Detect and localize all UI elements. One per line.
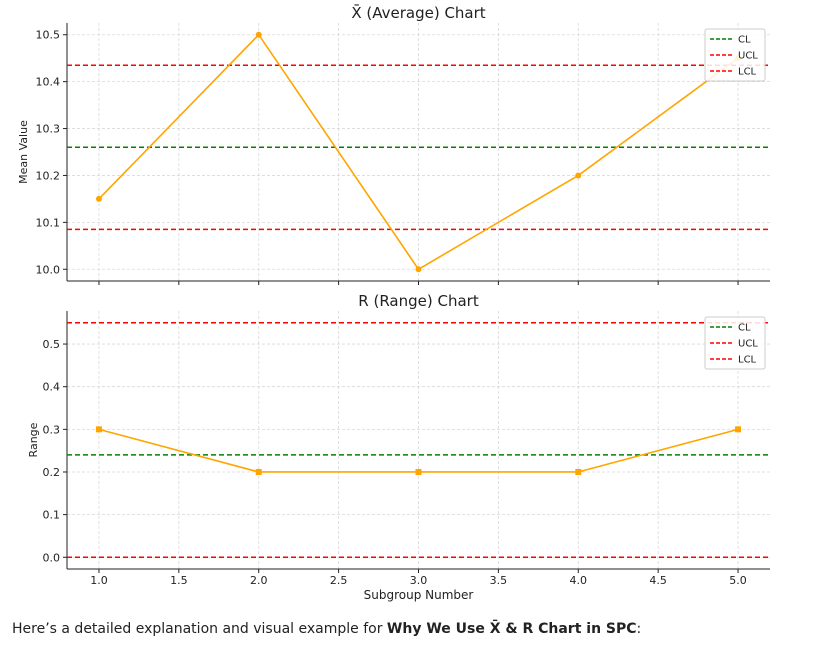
- legend-label-lcl: LCL: [738, 355, 757, 366]
- x-tick-label: 4.0: [570, 574, 588, 587]
- x-tick-label: 3.0: [410, 574, 428, 587]
- data-point: [735, 426, 742, 433]
- spc-chart-figure: 10.0 10.1 10.2 10.3 10.4 10.5 X̄ (Average) Cha…: [17, 3, 770, 602]
- legend-label-ucl: UCL: [738, 51, 758, 62]
- y-tick-label: 0.4: [43, 381, 61, 394]
- data-point: [255, 31, 262, 38]
- y-tick-label: 10.1: [36, 216, 61, 229]
- data-point: [95, 426, 102, 433]
- caption-suffix: :: [636, 621, 642, 637]
- y-tick-label: 0.0: [43, 551, 61, 564]
- caption-prefix: Here’s a detailed explanation and visual…: [12, 621, 387, 637]
- x-tick-label: 4.5: [649, 574, 667, 587]
- x-axis-label: Subgroup Number: [364, 588, 474, 602]
- x-tick-label: 1.5: [170, 574, 188, 587]
- y-axis-label: Mean Value: [17, 120, 30, 184]
- legend-label-cl: CL: [738, 323, 751, 334]
- y-tick-label: 0.3: [43, 423, 61, 436]
- legend-box: [704, 28, 766, 82]
- data-point: [95, 195, 102, 202]
- data-point: [255, 468, 262, 475]
- y-tick-label: 10.5: [36, 29, 61, 42]
- chart-title: X̄ (Average) Chart: [351, 3, 485, 22]
- data-point: [575, 468, 582, 475]
- y-tick-label: 10.2: [36, 169, 61, 182]
- legend-label-cl: CL: [738, 35, 751, 46]
- data-point: [415, 468, 422, 475]
- data-point: [415, 266, 422, 273]
- caption-text: Here’s a detailed explanation and visual…: [12, 621, 641, 637]
- legend-box: [704, 316, 766, 370]
- y-tick-label: 10.0: [36, 263, 61, 276]
- x-tick-label: 3.5: [490, 574, 508, 587]
- y-tick-label: 0.5: [43, 338, 61, 351]
- y-tick-label: 10.3: [36, 123, 61, 136]
- legend-label-lcl: LCL: [738, 67, 757, 78]
- chart-title: R (Range) Chart: [358, 292, 479, 310]
- x-tick-label: 5.0: [729, 574, 747, 587]
- y-tick-label: 10.4: [36, 76, 61, 89]
- caption-bold: Why We Use X̄ & R Chart in SPC: [386, 621, 637, 637]
- x-tick-label: 2.0: [250, 574, 268, 587]
- legend-label-ucl: UCL: [738, 339, 758, 350]
- y-axis-label: Range: [27, 422, 40, 457]
- series-line: [98, 428, 739, 473]
- y-tick-label: 0.1: [43, 509, 61, 522]
- data-point: [575, 172, 582, 179]
- y-tick-label: 0.2: [43, 466, 61, 479]
- x-tick-label: 1.0: [90, 574, 108, 587]
- x-tick-label: 2.5: [330, 574, 348, 587]
